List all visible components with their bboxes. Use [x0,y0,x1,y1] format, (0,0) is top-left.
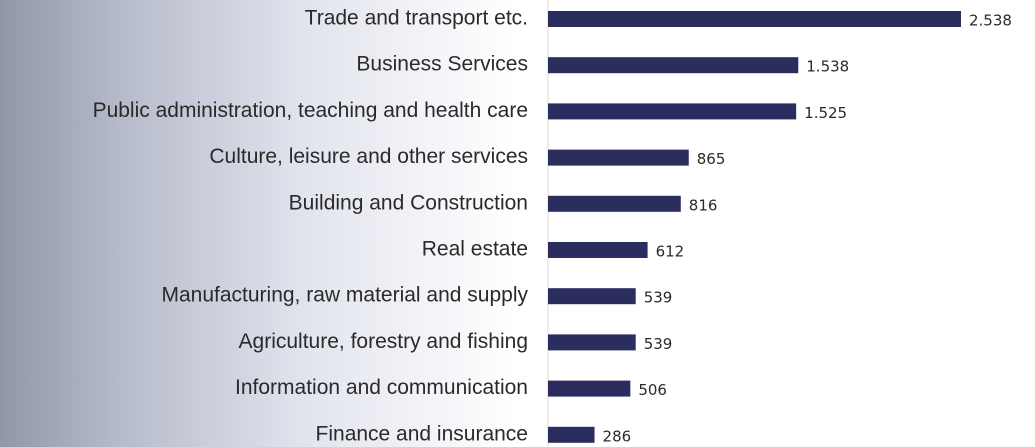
bar [548,150,689,166]
bar [548,57,798,73]
value-label: 286 [603,427,632,445]
category-label: Information and communication [235,376,528,399]
value-label: 539 [644,335,673,353]
category-label: Culture, leisure and other services [209,145,528,168]
value-label: 865 [697,150,726,168]
bar [548,427,595,443]
category-label: Building and Construction [289,191,528,214]
bar [548,381,630,397]
category-label: Real estate [422,238,528,261]
value-label: 2.538 [969,12,1012,30]
bar [548,11,961,27]
category-label: Agriculture, forestry and fishing [239,330,528,353]
bar [548,196,681,212]
category-label: Finance and insurance [316,422,528,445]
bar [548,334,636,350]
category-label: Public administration, teaching and heal… [93,99,528,122]
chart: Trade and transport etc. 2.538 Business Se… [0,0,1035,447]
bar [548,103,796,119]
category-label: Manufacturing, raw material and supply [161,284,528,307]
value-label: 539 [644,289,673,307]
category-label: Business Services [356,53,528,76]
bar [548,288,636,304]
value-label: 816 [689,196,718,214]
value-label: 1.525 [804,104,847,122]
value-label: 506 [638,381,667,399]
bar [548,242,648,258]
value-label: 612 [656,243,685,261]
category-label: Trade and transport etc. [305,7,528,30]
value-label: 1.538 [806,58,849,76]
